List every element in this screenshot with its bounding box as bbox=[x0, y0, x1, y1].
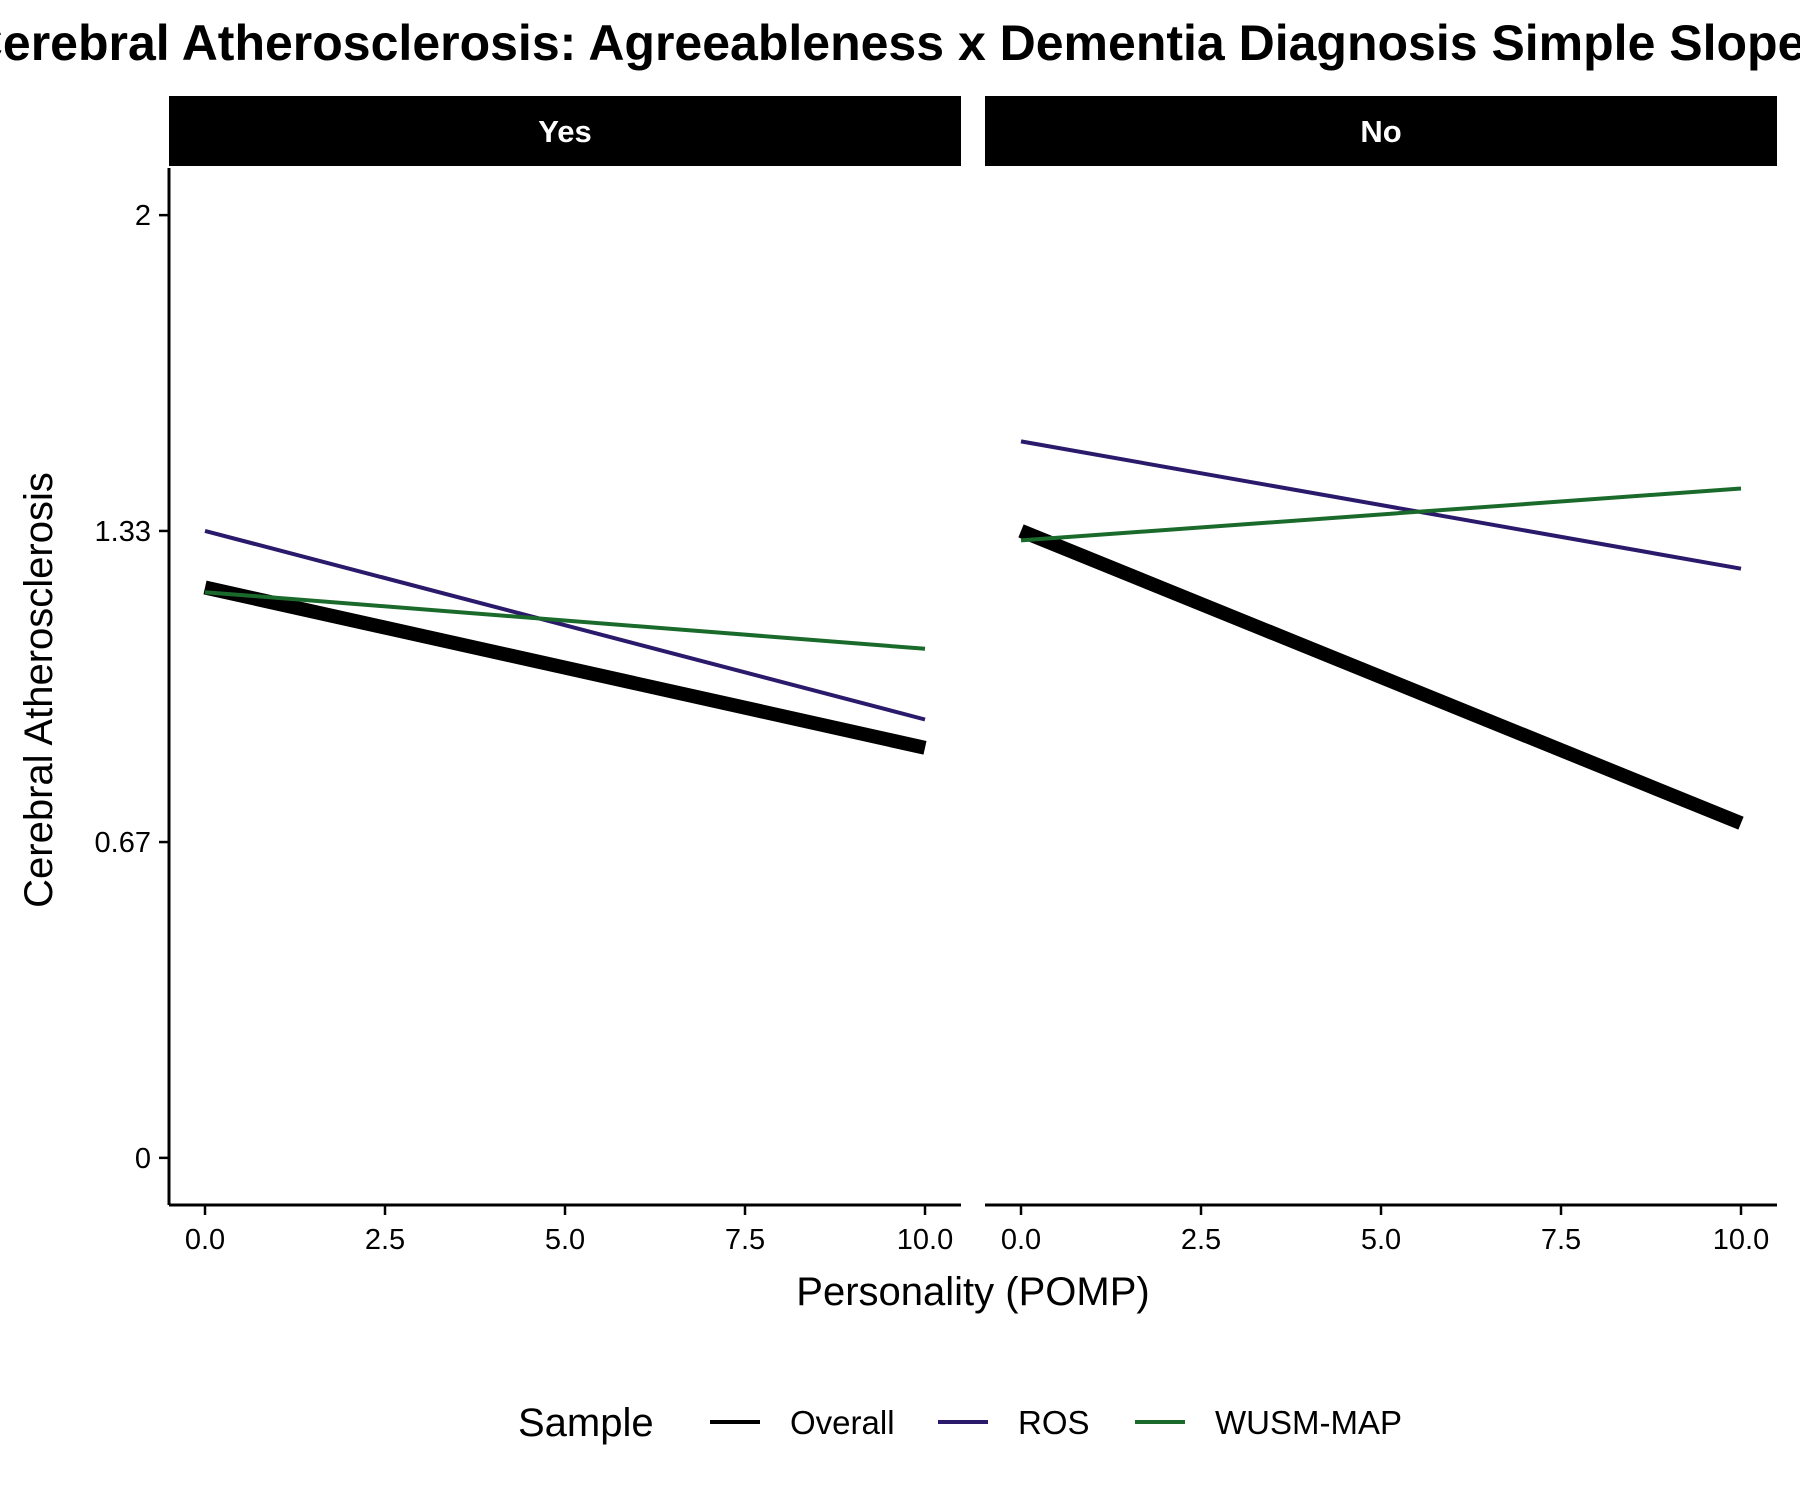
y-tick-label: 1.33 bbox=[95, 516, 151, 548]
x-tick-label: 0.0 bbox=[1001, 1224, 1041, 1256]
panel-no: No 0.0 2.5 5.0 7.5 10.0 bbox=[985, 96, 1777, 1256]
x-tick-label: 0.0 bbox=[185, 1224, 225, 1256]
legend-label-overall: Overall bbox=[790, 1404, 895, 1441]
legend-label-wusm-map: WUSM-MAP bbox=[1215, 1404, 1402, 1441]
series-line-wusm-map bbox=[1020, 486, 1742, 543]
series-line-ros bbox=[204, 528, 926, 722]
y-tick-label: 0 bbox=[135, 1143, 151, 1175]
facet-strip bbox=[985, 96, 1777, 166]
x-tick-label: 5.0 bbox=[545, 1224, 585, 1256]
facet-strip-label: Yes bbox=[538, 114, 591, 149]
series-line-ros bbox=[1020, 439, 1742, 571]
x-tick-label: 10.0 bbox=[897, 1224, 953, 1256]
x-tick-label: 2.5 bbox=[365, 1224, 405, 1256]
x-tick-label: 7.5 bbox=[1541, 1224, 1581, 1256]
chart-title: Cerebral Atherosclerosis: Agreeableness … bbox=[0, 15, 1800, 71]
panels: Yes 0.0 2.5 5.0 7.5 10.0 0 0.67 1.33 2 No 0.0 2.5 5.0… bbox=[95, 96, 1777, 1256]
x-tick-label: 5.0 bbox=[1361, 1224, 1401, 1256]
x-tick-label: 2.5 bbox=[1181, 1224, 1221, 1256]
series-line-overall bbox=[1018, 524, 1744, 830]
x-tick-label: 10.0 bbox=[1713, 1224, 1769, 1256]
legend-label-ros: ROS bbox=[1018, 1404, 1090, 1441]
series-line-overall bbox=[203, 580, 927, 755]
facet-strip bbox=[169, 96, 961, 166]
series-line-wusm-map bbox=[204, 590, 926, 651]
legend-title: Sample bbox=[518, 1401, 654, 1445]
facet-strip-label: No bbox=[1360, 114, 1401, 149]
y-axis-title: Cerebral Atherosclerosis bbox=[17, 472, 61, 908]
legend: Sample Overall ROS WUSM-MAP bbox=[518, 1401, 1402, 1445]
panel-yes: Yes 0.0 2.5 5.0 7.5 10.0 0 0.67 1.33 2 bbox=[95, 96, 961, 1256]
y-tick-label: 2 bbox=[135, 200, 151, 232]
x-axis-title: Personality (POMP) bbox=[796, 1270, 1149, 1314]
y-tick-label: 0.67 bbox=[95, 827, 151, 859]
x-tick-label: 7.5 bbox=[725, 1224, 765, 1256]
